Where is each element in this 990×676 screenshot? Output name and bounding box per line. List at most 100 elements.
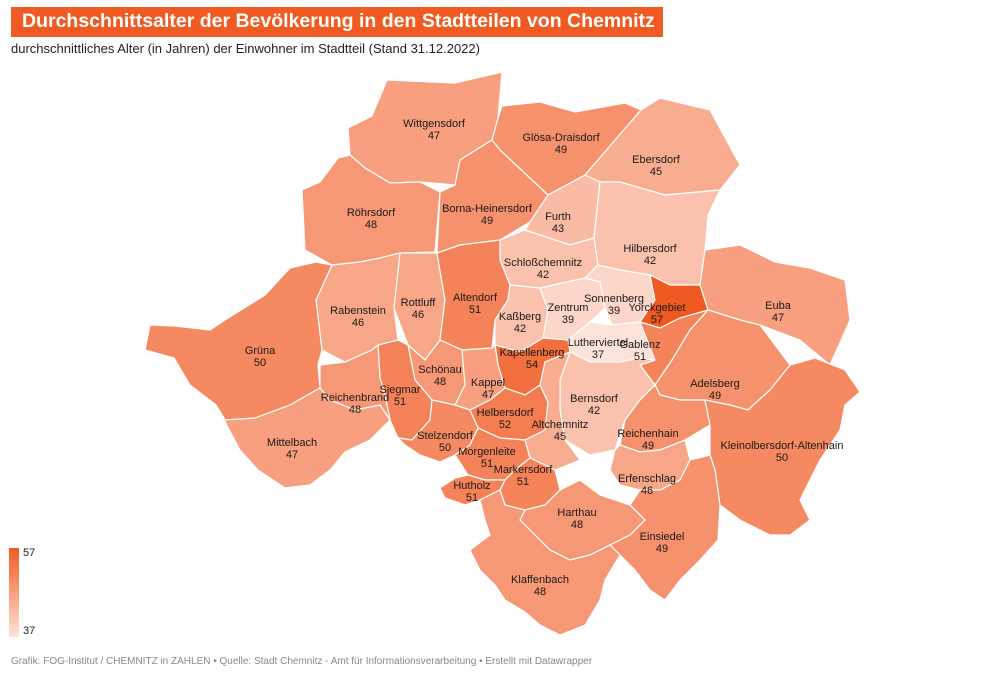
district-value: 47 xyxy=(482,389,494,401)
district-label-bernsdorf: Bernsdorf 42 xyxy=(570,393,619,417)
district-label-ebersdorf: Ebersdorf 45 xyxy=(632,154,681,178)
district-label-mittelbach: Mittelbach 47 xyxy=(267,437,317,461)
district-label-morgenleite: Morgenleite 51 xyxy=(458,446,515,470)
district-label-kleinolbersdorf-altenhain: Kleinolbersdorf-Altenhain 50 xyxy=(721,440,844,464)
district-name: Markersdorf xyxy=(494,464,554,476)
legend-color-scale xyxy=(9,548,19,637)
district-value: 46 xyxy=(352,317,364,329)
district-label-adelsberg: Adelsberg 49 xyxy=(690,378,740,402)
district-value: 50 xyxy=(776,452,788,464)
footer-credits: Grafik: FOG-Institut / CHEMNITZ in ZAHLE… xyxy=(11,656,593,667)
district-name: Sonnenberg xyxy=(584,293,644,305)
district-label-altendorf: Altendorf 51 xyxy=(453,292,498,316)
district-name: Harthau xyxy=(557,507,596,519)
district-value: 42 xyxy=(644,255,656,267)
district-label-furth: Furth 43 xyxy=(545,211,571,235)
district-value: 54 xyxy=(526,359,538,371)
district-value: 37 xyxy=(592,349,604,361)
district-value: 50 xyxy=(254,357,266,369)
legend-max-label: 57 xyxy=(23,547,36,559)
district-value: 49 xyxy=(656,543,668,555)
district-name: Einsiedel xyxy=(640,531,685,543)
district-label-rabenstein: Rabenstein 46 xyxy=(330,305,386,329)
district-label-schoenau: Schönau 48 xyxy=(418,364,461,388)
district-label-hilbersdorf: Hilbersdorf 42 xyxy=(623,243,677,267)
district-value: 46 xyxy=(641,485,653,497)
district-name: Mittelbach xyxy=(267,437,317,449)
chart-subtitle: durchschnittliches Alter (in Jahren) der… xyxy=(11,41,480,56)
district-value: 43 xyxy=(552,223,564,235)
district-klaffenbach[interactable] xyxy=(469,489,621,636)
district-name: Glösa-Draisdorf xyxy=(522,132,600,144)
district-name: Altendorf xyxy=(453,292,498,304)
district-name: Furth xyxy=(545,211,571,223)
district-value: 51 xyxy=(466,492,478,504)
district-name: Rabenstein xyxy=(330,305,386,317)
district-label-stelzendorf: Stelzendorf 50 xyxy=(417,430,474,454)
district-label-erfenschlag: Erfenschlag 46 xyxy=(618,473,676,497)
district-value: 47 xyxy=(286,449,298,461)
district-label-einsiedel: Einsiedel 49 xyxy=(640,531,685,555)
district-value: 46 xyxy=(412,309,424,321)
district-value: 51 xyxy=(394,396,406,408)
district-name: Hilbersdorf xyxy=(623,243,677,255)
district-value: 51 xyxy=(469,304,481,316)
district-label-euba: Euba 47 xyxy=(765,300,792,324)
district-gruena[interactable] xyxy=(144,261,333,421)
district-value: 51 xyxy=(517,476,529,488)
district-label-hutholz: Hutholz 51 xyxy=(453,480,490,504)
district-value: 51 xyxy=(634,351,646,363)
district-value: 42 xyxy=(588,405,600,417)
district-label-kassberg: Kaßberg 42 xyxy=(499,311,541,335)
district-name: Lutherviertel xyxy=(568,337,629,349)
district-label-gloesa-draisdorf: Glösa-Draisdorf 49 xyxy=(522,132,600,156)
district-label-helbersdorf: Helbersdorf 52 xyxy=(477,407,535,431)
district-name: Morgenleite xyxy=(458,446,515,458)
district-label-sonnenberg: Sonnenberg 39 xyxy=(584,293,644,317)
district-value: 45 xyxy=(554,431,566,443)
district-name: Helbersdorf xyxy=(477,407,535,419)
district-value: 50 xyxy=(439,442,451,454)
district-name: Altchemnitz xyxy=(532,419,589,431)
district-value: 49 xyxy=(555,144,567,156)
district-name: Borna-Heinersdorf xyxy=(442,203,533,215)
district-label-rottluff: Rottluff 46 xyxy=(401,297,437,321)
district-label-kappel: Kappel 47 xyxy=(471,377,505,401)
district-value: 48 xyxy=(534,586,546,598)
district-name: Schönau xyxy=(418,364,461,376)
district-value: 48 xyxy=(365,219,377,231)
district-value: 45 xyxy=(650,166,662,178)
district-name: Klaffenbach xyxy=(511,574,569,586)
district-value: 47 xyxy=(428,130,440,142)
district-name: Gablenz xyxy=(620,339,661,351)
district-name: Grüna xyxy=(245,345,276,357)
district-name: Schloßchemnitz xyxy=(504,257,582,269)
district-name: Hutholz xyxy=(453,480,490,492)
chart-title: Durchschnittsalter der Bevölkerung in de… xyxy=(11,7,663,37)
district-label-klaffenbach: Klaffenbach 48 xyxy=(511,574,569,598)
district-value: 49 xyxy=(481,215,493,227)
district-name: Zentrum xyxy=(548,302,589,314)
district-value: 42 xyxy=(514,323,526,335)
district-value: 48 xyxy=(434,376,446,388)
district-label-siegmar: Siegmar 51 xyxy=(380,384,421,408)
district-name: Adelsberg xyxy=(690,378,740,390)
district-name: Stelzendorf xyxy=(417,430,474,442)
district-label-gablenz: Gablenz 51 xyxy=(620,339,661,363)
legend-min-label: 37 xyxy=(23,625,36,637)
district-value: 48 xyxy=(571,519,583,531)
district-label-reichenbrand: Reichenbrand 48 xyxy=(321,392,390,416)
district-value: 49 xyxy=(642,440,654,452)
district-label-roehrsdorf: Röhrsdorf 48 xyxy=(347,207,396,231)
district-name: Kappel xyxy=(471,377,505,389)
district-label-reichenhain: Reichenhain 49 xyxy=(617,428,678,452)
district-hutholz[interactable] xyxy=(439,474,506,506)
district-value: 39 xyxy=(562,314,574,326)
district-value: 42 xyxy=(537,269,549,281)
district-label-altchemnitz: Altchemnitz 45 xyxy=(532,419,589,443)
district-name: Siegmar xyxy=(380,384,421,396)
district-name: Erfenschlag xyxy=(618,473,676,485)
district-mittelbach[interactable] xyxy=(215,387,391,489)
district-value: 49 xyxy=(709,390,721,402)
